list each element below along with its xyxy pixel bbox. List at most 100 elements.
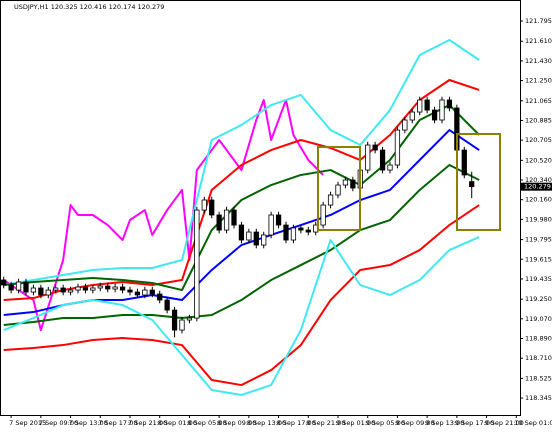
candle-body (38, 287, 44, 296)
candle-body (8, 284, 14, 291)
x-tick-label: 8 Sep 21:00 (306, 419, 345, 427)
candle-body (298, 227, 304, 231)
indicator-line (3, 236, 480, 396)
candle-body (194, 209, 200, 319)
candle-body (209, 199, 215, 216)
candle-body (320, 204, 326, 226)
plot-area (1, 39, 480, 396)
candle-body (186, 317, 193, 321)
candle-body (335, 184, 341, 196)
indicator-line (3, 204, 480, 387)
candle-body (261, 234, 267, 246)
y-tick-label: 120.160 (525, 196, 552, 204)
candle-body (439, 99, 445, 121)
candle-body (394, 129, 401, 166)
x-tick-label: 7 Sep 21:00 (128, 419, 167, 427)
candle-body (268, 214, 274, 236)
chart-title: USDJPY,H1 120.325 120.416 120.174 120.27… (14, 3, 164, 11)
candle-body (409, 111, 415, 121)
candle-body (431, 109, 438, 121)
candle-body (142, 289, 148, 296)
candle-body (105, 285, 111, 290)
plot-frame (0, 0, 521, 416)
x-tick-label: 9 Sep 13:00 (425, 419, 464, 427)
candle-body (15, 281, 22, 291)
y-tick-label: 121.430 (525, 57, 552, 65)
x-tick-label: 8 Sep 01:00 (158, 419, 197, 427)
candle-body (402, 119, 408, 131)
candle-body (283, 224, 289, 241)
last-price-label: 120.279 (524, 183, 551, 191)
candle-body (223, 209, 230, 231)
candle-body (253, 231, 259, 246)
candle-body (327, 194, 334, 206)
candle-body (23, 281, 29, 293)
candle-body (424, 99, 430, 111)
candle-body (82, 286, 89, 291)
candle-body (350, 179, 356, 189)
x-tick-label: 9 Sep 05:00 (366, 419, 405, 427)
candle-body (134, 291, 141, 296)
y-tick-label: 118.525 (525, 374, 552, 382)
candle-body (157, 293, 163, 301)
x-tick-label: 7 Sep 17:00 (98, 419, 137, 427)
x-tick-label: 8 Sep 17:00 (277, 419, 316, 427)
candle-body (171, 309, 178, 331)
y-tick-label: 118.710 (525, 354, 552, 362)
x-tick-label: 9 Sep 09:00 (395, 419, 434, 427)
candle-body (417, 99, 423, 113)
candle-body (305, 229, 311, 233)
highlight-box (317, 146, 361, 231)
candle-body (45, 289, 51, 296)
candle-body (342, 179, 349, 186)
candle-body (164, 299, 170, 311)
x-tick-label: 7 Sep 2015 (9, 419, 46, 427)
highlight-box (456, 133, 501, 231)
y-tick-label: 120.520 (525, 156, 552, 164)
candle-body (446, 99, 453, 109)
candle-body (387, 164, 393, 171)
candle-body (290, 227, 297, 241)
candle-body (238, 224, 245, 241)
candle-body (53, 287, 59, 291)
indicator-line (3, 39, 480, 287)
x-tick-label: 7 Sep 13:00 (69, 419, 108, 427)
x-tick-label: 7 Sep 09:00 (39, 419, 78, 427)
y-tick-label: 120.705 (525, 136, 552, 144)
candle-body (379, 149, 386, 171)
y-tick-label: 120.885 (525, 116, 552, 124)
candle-body (231, 209, 237, 226)
y-tick-label: 119.250 (525, 295, 552, 303)
y-tick-label: 119.980 (525, 215, 552, 223)
candle-body (67, 289, 74, 293)
candle-body (469, 181, 475, 188)
candle-body (365, 144, 371, 171)
y-tick-label: 118.890 (525, 334, 552, 342)
y-tick-label: 120.340 (525, 176, 552, 184)
candle-body (1, 279, 7, 286)
candle-body (90, 287, 96, 291)
x-tick-label: 8 Sep 09:00 (217, 419, 256, 427)
candle-body (30, 287, 37, 293)
candle-body (149, 289, 155, 295)
x-tick-label: 8 Sep 13:00 (247, 419, 286, 427)
candle-body (246, 231, 252, 241)
indicator-line (3, 164, 480, 327)
y-tick-label: 121.250 (525, 77, 552, 85)
x-tick-label: 9 Sep 17:00 (455, 419, 494, 427)
candle-body (112, 286, 118, 290)
candle-body (461, 149, 467, 176)
candle-body (216, 214, 222, 231)
indicator-line (3, 99, 324, 332)
candle-body (372, 144, 378, 151)
y-tick-label: 119.615 (525, 255, 552, 263)
x-tick-label: 10 Sep 01:00 (514, 419, 552, 427)
x-tick-label: 8 Sep 05:00 (187, 419, 226, 427)
y-tick-label: 121.795 (525, 17, 552, 25)
candle-body (119, 286, 126, 291)
candle-body (201, 199, 207, 211)
candle-body (179, 319, 185, 331)
candle-body (97, 285, 103, 289)
